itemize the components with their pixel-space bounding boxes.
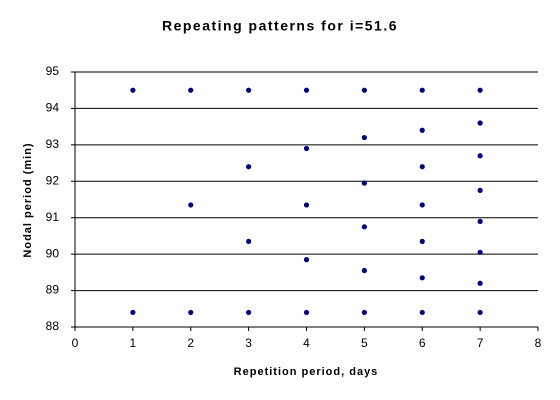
point bbox=[361, 87, 367, 93]
y-tick-label: 91 bbox=[46, 210, 60, 224]
x-tick-label: 5 bbox=[361, 336, 368, 350]
point bbox=[419, 164, 425, 170]
x-tick-label: 1 bbox=[130, 336, 137, 350]
x-tick-label: 4 bbox=[303, 336, 310, 350]
point bbox=[477, 187, 483, 193]
point bbox=[303, 309, 310, 316]
point bbox=[246, 164, 252, 170]
point bbox=[419, 238, 425, 244]
point bbox=[477, 153, 483, 159]
x-tick-label: 7 bbox=[477, 336, 484, 350]
point bbox=[477, 309, 483, 316]
x-tick-label: 8 bbox=[535, 336, 542, 350]
point bbox=[477, 280, 483, 286]
x-tick-label: 3 bbox=[245, 336, 252, 350]
point bbox=[188, 309, 194, 316]
point bbox=[188, 202, 194, 208]
point bbox=[246, 309, 252, 316]
y-tick-label: 89 bbox=[46, 283, 60, 297]
point bbox=[419, 275, 425, 281]
point bbox=[477, 120, 483, 126]
point bbox=[419, 202, 425, 208]
point bbox=[419, 87, 425, 93]
point bbox=[477, 87, 483, 93]
point bbox=[477, 218, 483, 224]
y-axis-label: Nodal period (min) bbox=[22, 142, 34, 257]
point bbox=[246, 238, 252, 244]
y-tick-label: 94 bbox=[46, 101, 60, 115]
point bbox=[130, 87, 136, 93]
chart-title: Repeating patterns for i=51.6 bbox=[162, 18, 398, 34]
point bbox=[303, 202, 310, 208]
y-tick-label: 88 bbox=[46, 319, 60, 333]
y-tick-label: 90 bbox=[46, 246, 60, 260]
point bbox=[477, 249, 483, 255]
point bbox=[130, 309, 136, 316]
x-tick-label: 6 bbox=[419, 336, 426, 350]
point bbox=[419, 127, 425, 133]
point bbox=[361, 267, 367, 274]
point bbox=[419, 309, 425, 316]
point bbox=[246, 87, 252, 93]
y-tick-label: 93 bbox=[46, 137, 60, 151]
x-tick-label: 0 bbox=[72, 336, 79, 350]
point bbox=[361, 224, 367, 230]
point bbox=[361, 309, 367, 316]
y-tick-label: 95 bbox=[46, 64, 60, 78]
x-axis-label: Repetition period, days bbox=[234, 366, 379, 378]
y-tick-label: 92 bbox=[46, 173, 60, 187]
point bbox=[303, 87, 310, 93]
x-tick-label: 2 bbox=[187, 336, 194, 350]
point bbox=[361, 180, 367, 186]
point bbox=[303, 257, 310, 263]
point bbox=[361, 134, 367, 141]
point bbox=[303, 145, 310, 152]
point bbox=[188, 87, 194, 93]
